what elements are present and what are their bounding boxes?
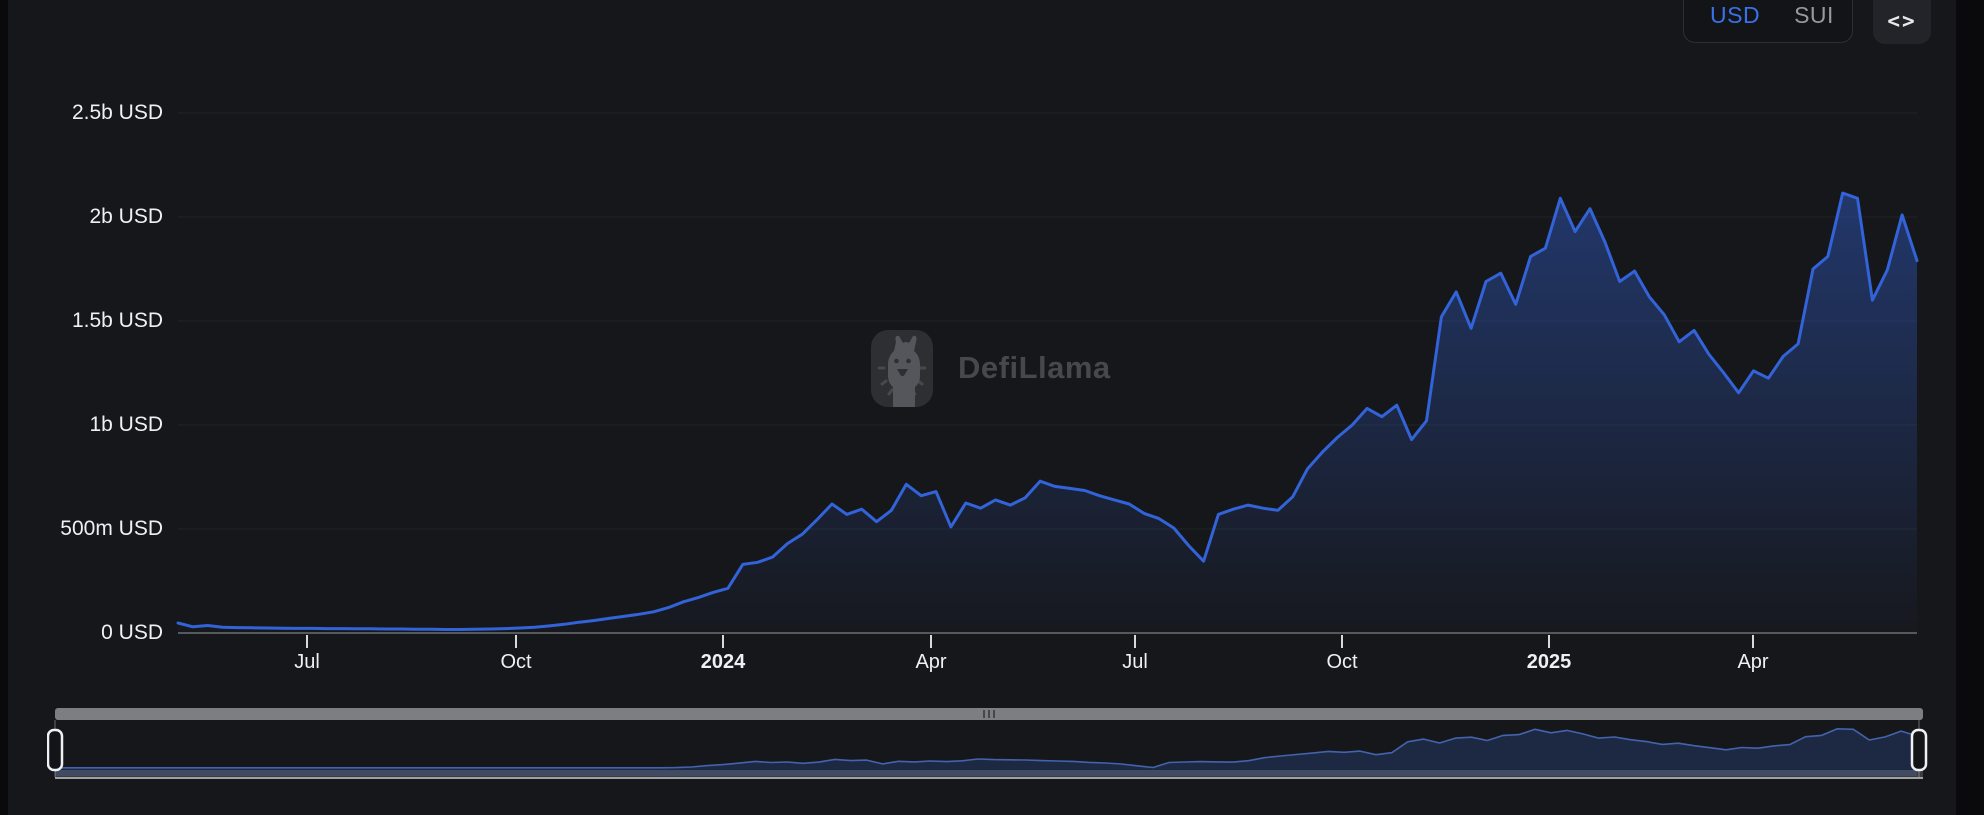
range-brush[interactable] bbox=[47, 700, 1939, 785]
currency-option-usd[interactable]: USD bbox=[1710, 2, 1761, 28]
y-axis-label: 500m USD bbox=[60, 517, 163, 540]
x-axis-label: 2024 bbox=[700, 651, 746, 673]
tvl-area-fill bbox=[178, 193, 1917, 633]
y-axis-label: 2.5b USD bbox=[71, 101, 163, 124]
tvl-area-chart[interactable] bbox=[170, 80, 1924, 655]
x-axis-label: Oct bbox=[500, 651, 532, 673]
x-axis-label: Jul bbox=[1122, 651, 1148, 673]
tvl-line bbox=[176, 191, 1919, 631]
y-axis-label: 1.5b USD bbox=[71, 309, 163, 332]
x-axis-label: Apr bbox=[1737, 651, 1769, 673]
embed-code-button[interactable]: <> bbox=[1873, 0, 1931, 44]
y-axis-label: 1b USD bbox=[89, 413, 163, 436]
brush-mini-area bbox=[55, 728, 1917, 776]
brush-handle-left[interactable] bbox=[47, 728, 64, 772]
brush-mini-line bbox=[55, 728, 1918, 769]
x-axis-label: Jul bbox=[294, 651, 320, 673]
x-axis-label: 2025 bbox=[1526, 651, 1572, 673]
y-axis-label: 0 USD bbox=[101, 621, 163, 644]
currency-option-sui[interactable]: SUI bbox=[1794, 2, 1834, 28]
currency-toggle: USD SUI bbox=[1683, 0, 1853, 43]
x-axis-label: Oct bbox=[1326, 651, 1358, 673]
y-axis-label: 2b USD bbox=[89, 205, 163, 228]
brush-bottom-strip bbox=[55, 770, 1923, 777]
brush-handle-right[interactable] bbox=[1910, 728, 1928, 772]
code-angle-brackets-icon: <> bbox=[1887, 9, 1917, 33]
x-axis-label: Apr bbox=[915, 651, 947, 673]
chart-card: USD SUI <> bbox=[8, 0, 1956, 815]
